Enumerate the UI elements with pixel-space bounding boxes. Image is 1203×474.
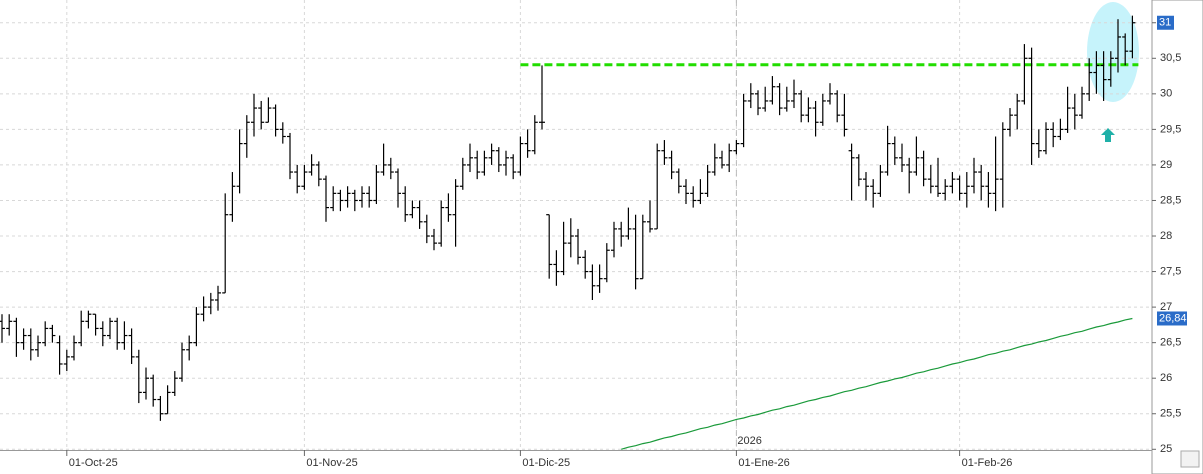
x-tick-label: 01-Ene-26	[738, 457, 789, 469]
year-label: 2026	[737, 435, 761, 447]
y-tick-label: 28	[1160, 230, 1172, 242]
price-axis-panel	[1151, 0, 1203, 474]
y-tick-label: 26	[1160, 372, 1172, 384]
y-tick-label: 30	[1160, 88, 1172, 100]
y-tick-label: 25,5	[1160, 408, 1181, 420]
y-tick-label: 29,5	[1160, 123, 1181, 135]
moving-average-line	[621, 317, 1133, 450]
highlight-ellipse	[1087, 2, 1139, 102]
ma-last-box	[1157, 311, 1187, 326]
ma-last-label: 26,84	[1159, 312, 1187, 324]
y-tick-label: 26,5	[1160, 337, 1181, 349]
y-tick-label: 29	[1160, 159, 1172, 171]
x-tick-label: 01-Nov-25	[306, 457, 357, 469]
y-tick-label: 28,5	[1160, 194, 1181, 206]
x-tick-label: 01-Oct-25	[69, 457, 118, 469]
scale-button[interactable]	[1180, 450, 1200, 468]
y-tick-label: 25	[1160, 443, 1172, 455]
last-price-label: 31	[1159, 17, 1171, 29]
y-tick-label: 27,5	[1160, 265, 1181, 277]
up-arrow	[1101, 128, 1115, 142]
y-tick-label: 30,5	[1160, 52, 1181, 64]
y-tick-label: 27	[1160, 301, 1172, 313]
x-tick-label: 01-Dic-25	[522, 457, 570, 469]
x-tick-label: 01-Feb-26	[962, 457, 1013, 469]
last-price-box	[1157, 15, 1174, 30]
